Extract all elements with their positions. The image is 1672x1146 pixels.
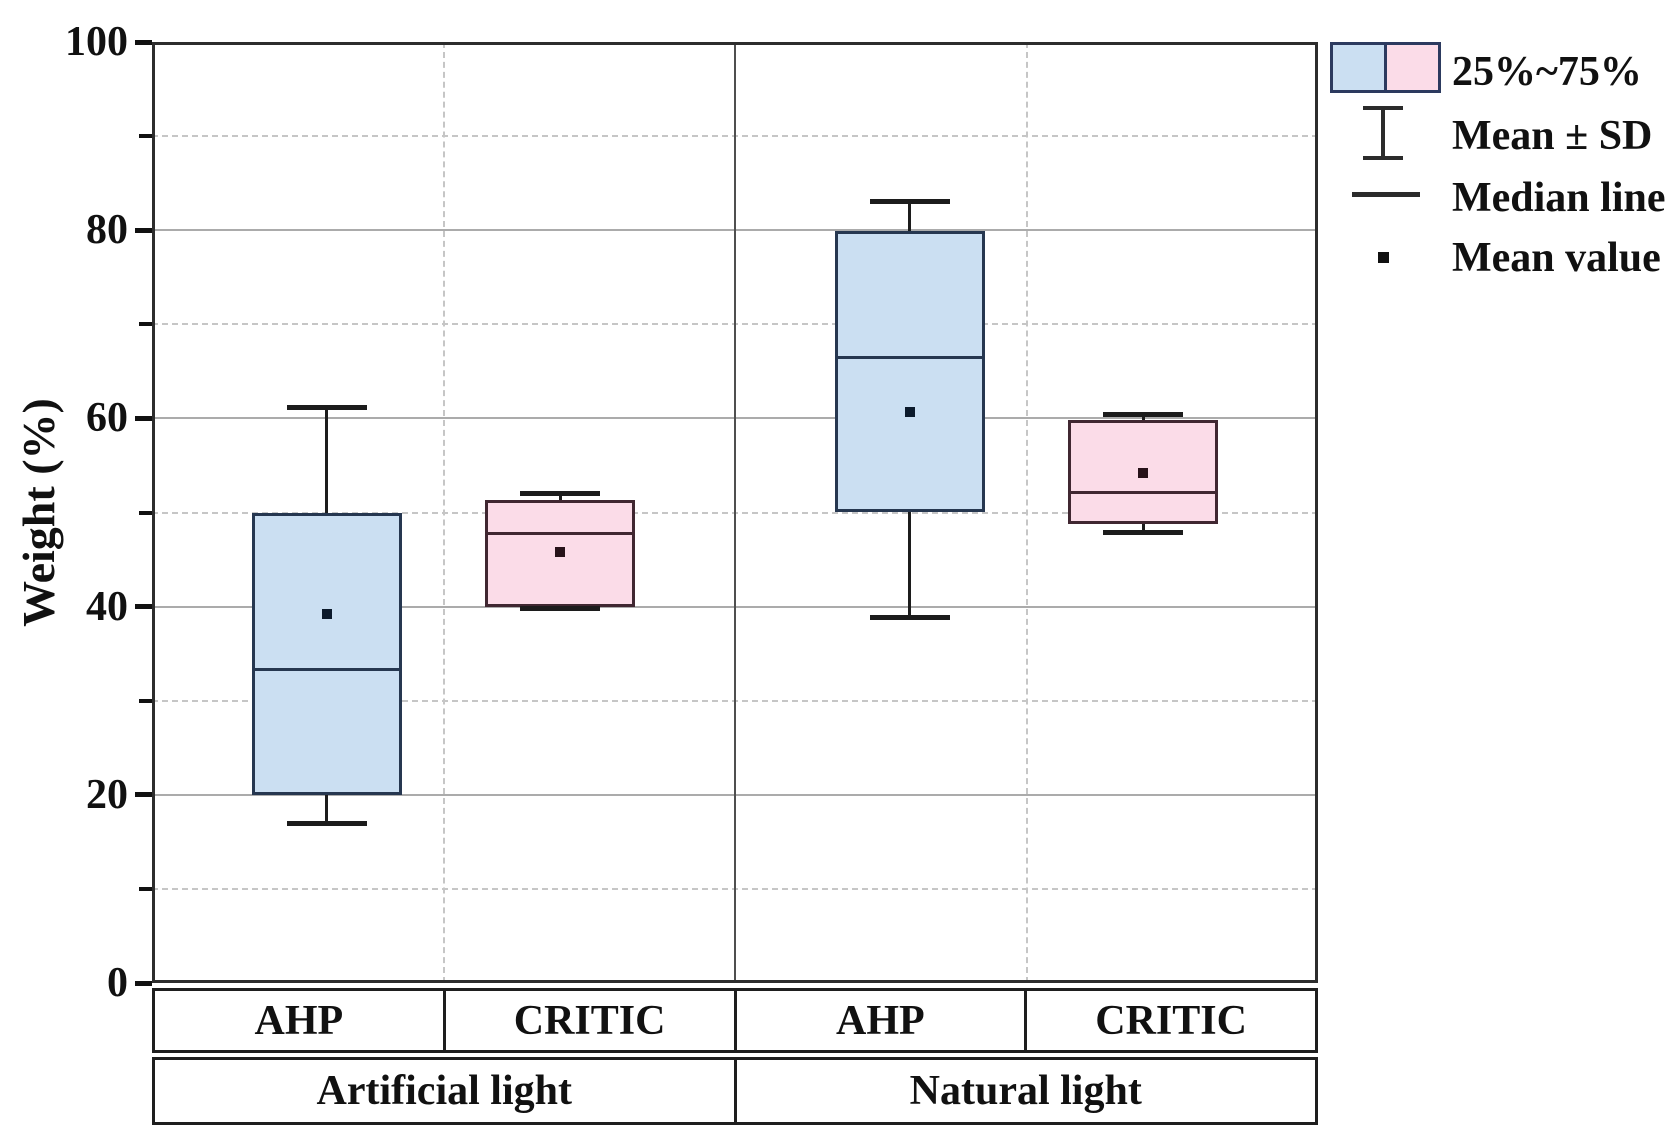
whisker-cap [1103, 529, 1184, 535]
mean-marker [1138, 467, 1149, 478]
major-tick-mark [135, 415, 152, 421]
median-line [834, 355, 985, 359]
mean-marker [904, 406, 915, 417]
method-label-cell: CRITIC [446, 991, 737, 1050]
mean-marker [555, 547, 566, 558]
x-axis-label-table: AHP CRITIC AHP CRITIC Artificial light Natura… [152, 0, 1318, 1146]
mean-marker [321, 609, 332, 620]
error-bar-line [1381, 106, 1385, 160]
major-tick-mark [135, 39, 152, 45]
minor-tick-mark [139, 886, 152, 891]
group-label-cell: Artificial light [155, 1060, 737, 1122]
y-tick-label: 80 [86, 207, 128, 254]
whisker-cap [520, 605, 601, 611]
whisker-cap [869, 615, 950, 621]
iqr-pink-swatch-icon [1384, 42, 1441, 93]
whisker-cap [1103, 412, 1184, 418]
median-line-icon [1352, 192, 1420, 197]
method-separator-line [442, 42, 445, 983]
minor-tick-mark [139, 698, 152, 703]
whisker-cap [520, 491, 601, 497]
legend-label-median: Median line [1452, 175, 1666, 221]
whisker-cap [286, 820, 367, 826]
group-separator-line [734, 42, 736, 983]
legend-label-mean-value: Mean value [1452, 235, 1661, 281]
method-label-row: AHP CRITIC AHP CRITIC [152, 988, 1318, 1053]
method-label-cell: AHP [155, 991, 446, 1050]
error-bar-cap-bottom [1363, 156, 1403, 160]
method-label-cell: AHP [737, 991, 1028, 1050]
median-line [485, 531, 636, 535]
iqr-blue-swatch-icon [1330, 42, 1387, 93]
median-line [1068, 491, 1219, 495]
median-line [251, 668, 402, 672]
iqr-box [834, 231, 985, 513]
whisker-cap [286, 404, 367, 410]
minor-tick-mark [139, 134, 152, 139]
legend-item-iqr [1330, 42, 1441, 93]
major-tick-mark [135, 792, 152, 798]
y-tick-label: 20 [86, 771, 128, 818]
minor-tick-mark [139, 510, 152, 515]
method-label-cell: CRITIC [1095, 997, 1247, 1044]
group-label-row: Artificial light Natural light [152, 1057, 1318, 1125]
major-tick-mark [135, 604, 152, 610]
major-tick-mark [135, 227, 152, 233]
y-tick-label: 60 [86, 395, 128, 442]
y-tick-label: 100 [65, 19, 128, 65]
legend-label-mean-sd: Mean ± SD [1452, 113, 1653, 159]
minor-tick-mark [139, 322, 152, 327]
y-tick-label: 0 [107, 960, 128, 1006]
iqr-box [251, 512, 402, 795]
mean-square-icon [1378, 252, 1389, 263]
legend-label-iqr: 25%~75% [1452, 49, 1642, 95]
y-tick-label: 40 [86, 583, 128, 630]
legend: 25%~75% Mean ± SD Median line Mean value [1322, 0, 1672, 300]
group-label-cell: Natural light [909, 1068, 1142, 1114]
major-tick-mark [135, 980, 152, 986]
whisker-cap [869, 199, 950, 205]
method-separator-line [1025, 42, 1028, 983]
plot-area: 0 20 40 60 80 100 [65, 19, 1318, 1006]
